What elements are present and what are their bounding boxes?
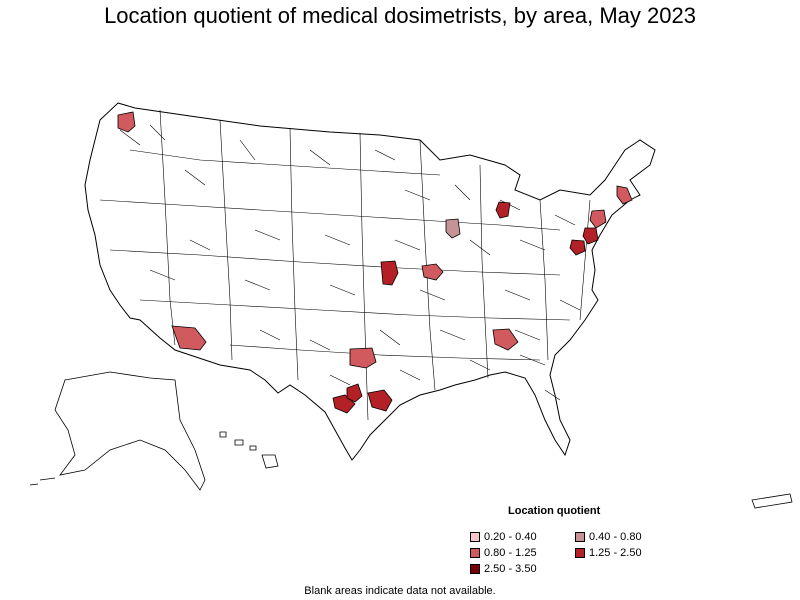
legend-item: 0.80 - 1.25 xyxy=(470,546,575,559)
legend-swatch xyxy=(470,563,480,574)
legend-items: 0.20 - 0.40 0.40 - 0.80 0.80 - 1.25 1.25… xyxy=(470,530,690,575)
legend-label: 1.25 - 2.50 xyxy=(589,546,642,559)
legend-label: 2.50 - 3.50 xyxy=(484,562,537,575)
footnote: Blank areas indicate data not available. xyxy=(304,585,496,597)
area-seattle xyxy=(117,111,136,133)
area-st-louis xyxy=(421,263,444,281)
map-title: Location quotient of medical dosimetrist… xyxy=(104,3,696,28)
area-atlanta xyxy=(492,328,519,351)
puerto-rico xyxy=(751,493,793,509)
legend-swatch xyxy=(470,531,480,542)
legend-label: 0.80 - 1.25 xyxy=(484,546,537,559)
area-san-antonio xyxy=(346,383,363,403)
area-philadelphia xyxy=(582,227,599,245)
area-houston xyxy=(367,389,393,412)
area-new-york xyxy=(589,209,607,229)
area-boston xyxy=(616,185,633,205)
area-detroit xyxy=(495,201,511,219)
legend-label: 0.20 - 0.40 xyxy=(484,530,537,543)
legend-label: 0.40 - 0.80 xyxy=(589,530,642,543)
legend: Location quotient 0.20 - 0.40 0.40 - 0.8… xyxy=(470,505,690,575)
legend-swatch xyxy=(575,547,585,558)
legend-item: 0.20 - 0.40 xyxy=(470,530,575,543)
hawaii xyxy=(219,431,279,469)
area-chicago xyxy=(445,218,461,239)
legend-swatch xyxy=(575,531,585,542)
legend-item: 1.25 - 2.50 xyxy=(575,546,680,559)
legend-item: 2.50 - 3.50 xyxy=(470,562,575,575)
legend-item: 0.40 - 0.80 xyxy=(575,530,680,543)
area-washington xyxy=(569,239,586,256)
area-dallas xyxy=(349,347,377,369)
legend-title: Location quotient xyxy=(508,505,601,517)
area-kansas-city xyxy=(380,260,399,286)
area-boundaries xyxy=(99,109,591,421)
contiguous-us-outline xyxy=(84,102,656,461)
legend-swatch xyxy=(470,547,480,558)
area-phoenix xyxy=(171,325,207,351)
alaska xyxy=(29,371,206,491)
